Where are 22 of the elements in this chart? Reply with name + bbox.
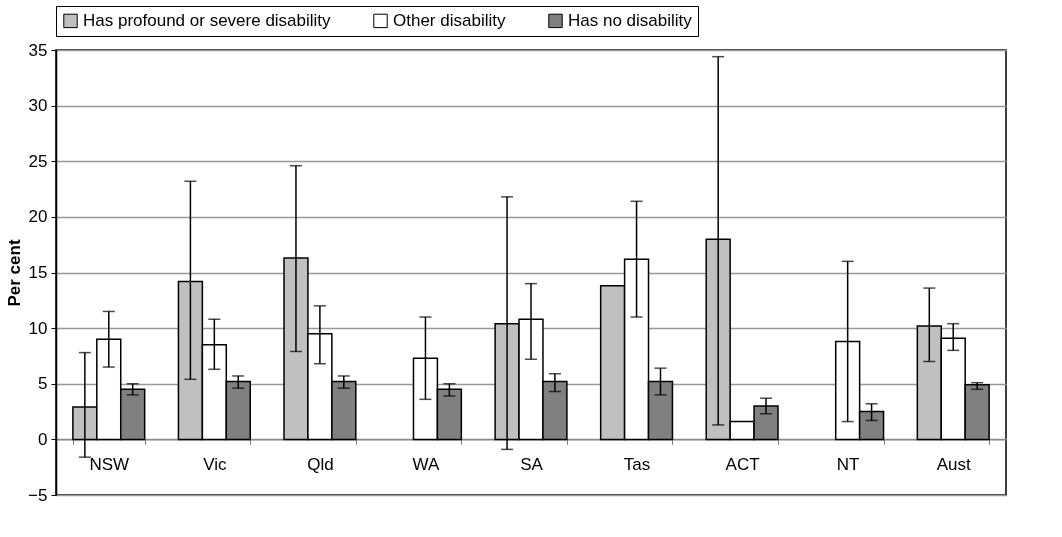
x-tick-label: Qld: [307, 454, 334, 474]
legend-label: Has no disability: [568, 10, 693, 30]
legend-label: Other disability: [393, 10, 506, 30]
x-tick-label: NSW: [89, 454, 130, 474]
x-tick-label: NT: [836, 454, 860, 474]
y-tick-label: 10: [28, 318, 48, 338]
y-axis-title: Per cent: [5, 239, 25, 307]
y-tick-label: 5: [38, 374, 48, 394]
y-tick-label: 20: [28, 207, 48, 227]
x-tick-label: SA: [520, 454, 544, 474]
y-tick-label: 15: [28, 263, 48, 282]
x-tick-label: WA: [412, 454, 440, 474]
y-tick-label: −5: [28, 485, 48, 505]
y-tick-label: 0: [38, 429, 48, 449]
x-tick-label: Aust: [936, 454, 971, 474]
y-tick-label: 25: [28, 151, 48, 171]
y-tick-label: 30: [28, 96, 48, 116]
x-tick-label: Tas: [623, 454, 651, 474]
y-tick-label: 35: [28, 40, 48, 60]
x-tick-label: ACT: [725, 454, 760, 474]
x-tick-label: Vic: [203, 454, 227, 474]
legend-label: Has profound or severe disability: [83, 10, 332, 30]
